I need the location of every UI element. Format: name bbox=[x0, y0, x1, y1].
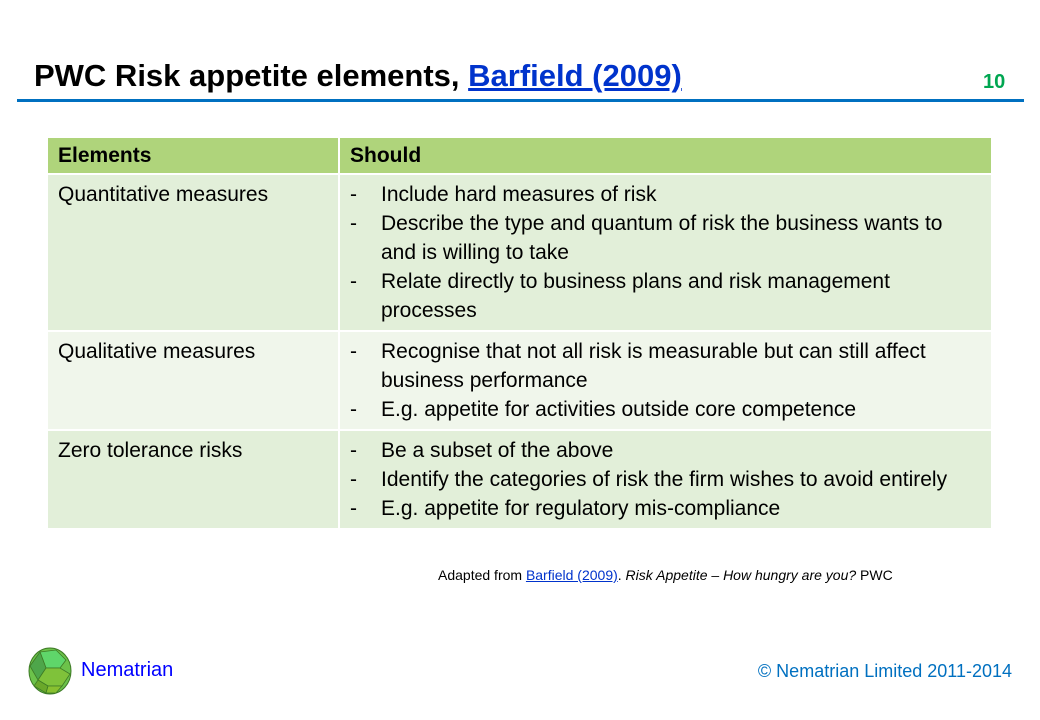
table-row: Zero tolerance risks - Be a subset of the… bbox=[48, 429, 991, 528]
source-link[interactable]: Barfield (2009) bbox=[525, 567, 618, 583]
list-item: - Describe the type and quantum of risk t… bbox=[350, 212, 943, 264]
brand-name: Nematrian bbox=[81, 659, 174, 681]
should-cell: - Include hard measures of risk - Describe… bbox=[338, 173, 991, 331]
nematrian-logo-icon bbox=[26, 646, 74, 701]
copyright: © Nematrian Limited 2011-2014 bbox=[757, 661, 1012, 681]
list-item: - E.g. appetite for activities outside co… bbox=[350, 398, 857, 421]
title-citation-link[interactable]: Barfield (2009) bbox=[468, 58, 682, 93]
table-row: Quantitative measures - Include hard meas… bbox=[48, 173, 991, 331]
element-cell: Quantitative measures bbox=[48, 173, 339, 331]
list-item: - Relate directly to business plans and r… bbox=[350, 270, 890, 322]
page-number: 10 bbox=[983, 71, 1006, 93]
header-elements: Elements bbox=[48, 138, 339, 174]
should-cell: - Recognise that not all risk is measurab… bbox=[338, 330, 991, 430]
elements-table: Elements Should Quantitative measures -I… bbox=[48, 138, 991, 528]
table-header-row: Elements Should bbox=[48, 138, 991, 174]
element-cell: Zero tolerance risks bbox=[48, 429, 339, 528]
list-item: - E.g. appetite for regulatory mis-compli… bbox=[350, 497, 781, 520]
title-divider bbox=[17, 99, 1024, 102]
should-cell: - Be a subset of the above - Identify the … bbox=[338, 429, 991, 528]
list-item: - Identify the categories of risk the fir… bbox=[350, 468, 948, 491]
list-item: - Include hard measures of risk bbox=[350, 183, 657, 206]
list-item: - Be a subset of the above bbox=[350, 439, 614, 462]
list-item: - Recognise that not all risk is measurab… bbox=[350, 340, 926, 392]
source-citation: Adapted from Barfield (2009). Risk Appet… bbox=[438, 567, 893, 583]
table-row: Qualitative measures - Recognise that not… bbox=[48, 330, 991, 430]
element-cell: Qualitative measures bbox=[48, 330, 339, 430]
slide-title: PWC Risk appetite elements, Barfield (20… bbox=[34, 58, 682, 93]
header-should: Should bbox=[338, 138, 991, 174]
